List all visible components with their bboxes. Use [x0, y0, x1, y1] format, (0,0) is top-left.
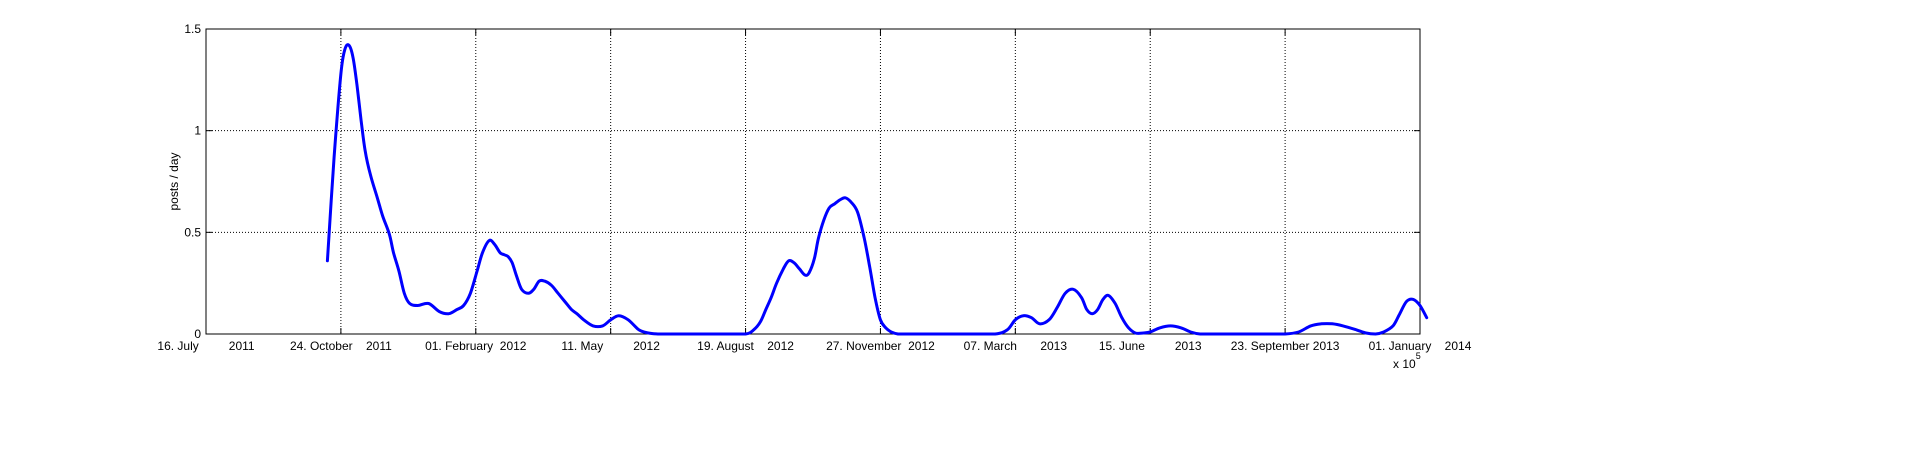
axes-box [205, 28, 1421, 335]
x-exponent-power: 5 [1416, 351, 1421, 361]
x-tick-label: 01. February 2012 [425, 339, 527, 353]
y-tick-label: 0 [194, 327, 201, 341]
y-tick-labels: 0 0.5 1 1.5 [184, 22, 201, 341]
y-tick-label: 0.5 [184, 225, 201, 239]
x-tick-label: 23. September 2013 [1231, 339, 1340, 353]
x-tick-label: 11. May 2012 [561, 339, 660, 353]
y-tick-label: 1.5 [184, 22, 201, 36]
x-tick-label: 16. July 2011 [157, 339, 254, 353]
x-tick-label: 07. March 2013 [964, 339, 1068, 353]
x-tick-label: 27. November 2012 [826, 339, 935, 353]
axes [205, 28, 1421, 335]
series-group [325, 43, 1429, 336]
x-tick-label: 01. January 2014 [1369, 339, 1472, 353]
y-tick-label: 1 [194, 124, 201, 138]
x-tick-label: 19. August 2012 [697, 339, 794, 353]
plot-area [206, 29, 1420, 334]
x-exponent-base: x 10 [1393, 357, 1416, 371]
x-tick-label: 15. June 2013 [1099, 339, 1202, 353]
x-tick-label: 24. October 2011 [290, 339, 392, 353]
series-line [325, 43, 1429, 336]
x-tick-labels: 16. July 2011 24. October 2011 01. Februar… [157, 339, 1471, 353]
y-axis-label: posts / day [167, 152, 181, 210]
x-axis-exponent: x 105 [1393, 351, 1421, 371]
grid-lines [206, 29, 1420, 334]
